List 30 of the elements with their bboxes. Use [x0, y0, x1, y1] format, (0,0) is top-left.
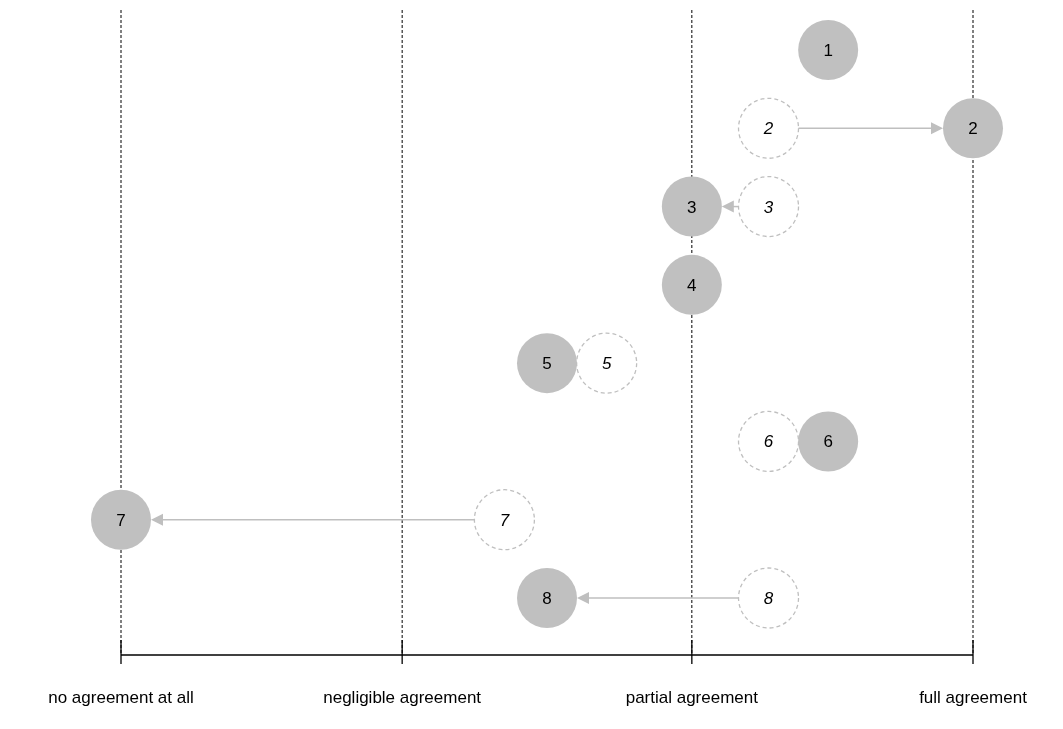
point — [661, 176, 722, 237]
category-label: 3 — [687, 197, 697, 217]
category-label: 2 — [968, 119, 978, 139]
point — [943, 98, 1003, 159]
point — [737, 175, 800, 238]
point — [661, 254, 722, 315]
ref-line-label: negligible agreement — [323, 688, 482, 707]
ref-line-label: full agreement — [919, 688, 1028, 707]
y-tick-label: 1 — [823, 41, 833, 60]
y-tick-label: 4 — [687, 275, 697, 295]
ref-line-label: no agreement at all — [48, 688, 194, 707]
y-tick-label: 6 — [763, 432, 774, 452]
point — [517, 568, 577, 628]
category-label: 8 — [542, 589, 552, 608]
point — [737, 567, 800, 629]
category-label: 7 — [499, 510, 510, 530]
point — [91, 489, 151, 550]
point — [737, 410, 800, 473]
category-label: 6 — [823, 432, 833, 452]
y-tick-label: 2 — [762, 119, 774, 139]
ref-line-label: partial agreement — [625, 688, 759, 707]
point — [517, 333, 577, 394]
category-label: 5 — [601, 354, 612, 374]
y-tick-label: 8 — [763, 589, 774, 608]
y-tick-label: 3 — [763, 197, 774, 217]
point — [798, 411, 859, 472]
point — [473, 489, 536, 551]
point — [575, 332, 638, 394]
point — [798, 20, 859, 80]
point — [737, 97, 800, 159]
